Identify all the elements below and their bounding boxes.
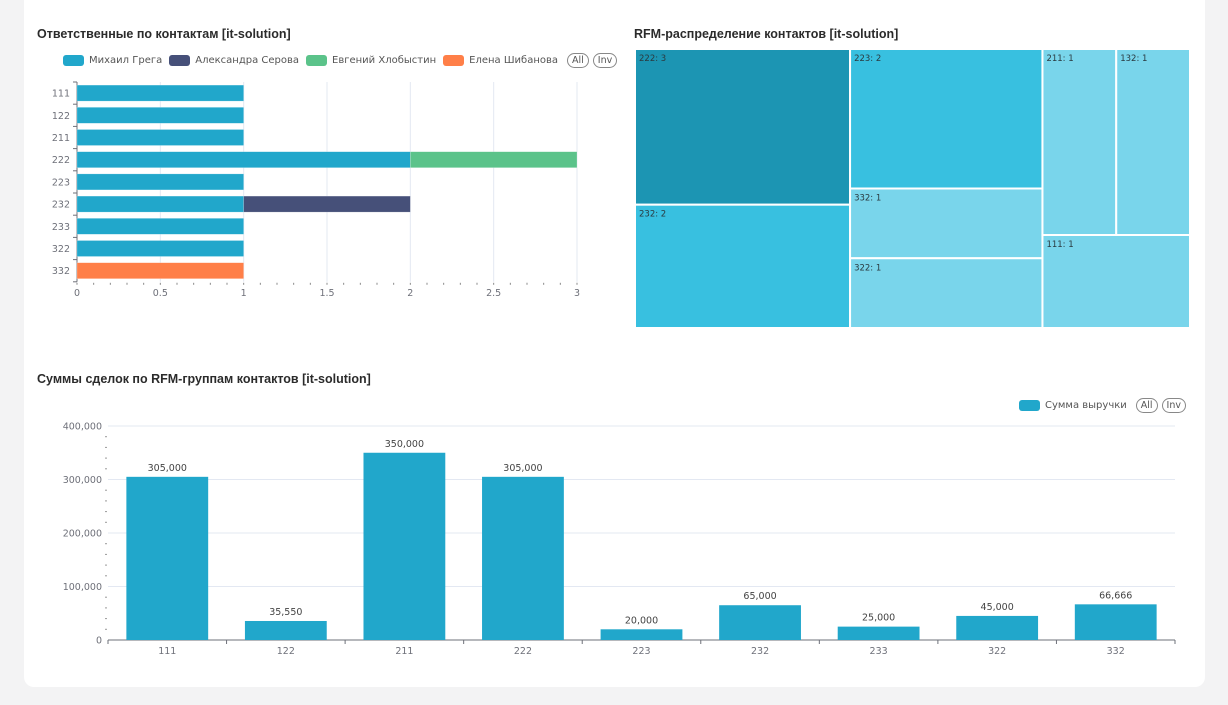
bar-segment: [76, 84, 244, 102]
bar-segment: [76, 129, 244, 146]
x-tick-label: 322: [988, 646, 1006, 657]
bar-value-label: 305,000: [148, 463, 187, 474]
responsible-chart-legend: Михаил Грега Александра Серова Евгений Хло…: [63, 53, 619, 68]
legend-inv-button[interactable]: Inv: [592, 53, 618, 68]
x-tick-label: 2.5: [486, 288, 501, 299]
bar-value-label: 35,550: [269, 607, 302, 618]
responsible-legend-item[interactable]: Михаил Грега: [63, 55, 162, 66]
y-tick-label: 122: [52, 111, 70, 122]
treemap-cell-132: [1115, 48, 1191, 236]
legend-swatch: [443, 55, 465, 66]
deal-sums-bar-chart: 0 100,000 200,000 300,000 400,000 305,000 111 3…: [63, 422, 1176, 657]
legend-all-button[interactable]: All: [1135, 398, 1158, 413]
y-tick-label: 0: [96, 636, 102, 647]
x-tick-label: 1.5: [319, 288, 334, 299]
x-tick-label: 0: [74, 288, 80, 299]
bar-segment: [76, 240, 244, 257]
bar-value-label: 25,000: [862, 613, 895, 624]
bar-332: [1074, 604, 1157, 640]
deal-sums-legend-item[interactable]: Сумма выручки: [1018, 400, 1127, 411]
bar-322: [956, 615, 1039, 640]
bar-segment: [76, 218, 244, 235]
legend-all-button[interactable]: All: [567, 53, 589, 68]
x-tick-label: 122: [277, 646, 295, 657]
treemap-cell-label: 211: 1: [1046, 54, 1073, 64]
bar-223: [600, 629, 683, 640]
x-tick-label: 222: [514, 646, 532, 657]
y-tick-label: 200,000: [63, 529, 102, 540]
bar-value-label: 65,000: [743, 591, 776, 602]
x-tick-label: 0.5: [153, 288, 168, 299]
legend-swatch: [306, 55, 328, 66]
bar-segment: [410, 151, 578, 168]
legend-swatch: [1018, 400, 1040, 411]
bar-value-label: 20,000: [625, 615, 658, 626]
treemap-cell-322: [849, 257, 1044, 329]
legend-inv-button[interactable]: Inv: [1161, 398, 1186, 413]
bar-value-label: 305,000: [503, 463, 542, 474]
bar-222: [482, 476, 564, 640]
treemap-cell-222: [634, 48, 852, 206]
x-tick-label: 111: [158, 646, 176, 657]
treemap-cell-label: 332: 1: [854, 194, 881, 204]
legend-swatch: [169, 55, 191, 66]
y-tick-label: 223: [52, 177, 70, 188]
rfm-treemap: 222: 3 232: 2 223: 2 332: 1 322: 1 211: 1 132:…: [634, 48, 1192, 330]
treemap-cell-label: 222: 3: [639, 54, 666, 64]
deal-sums-chart-legend: Сумма выручки All Inv: [1018, 398, 1188, 413]
y-tick-label: 232: [52, 200, 70, 211]
treemap-cell-label: 232: 2: [639, 210, 666, 220]
responsible-chart-title: Ответственные по контактам [it-solution]: [37, 27, 291, 41]
bar-value-label: 350,000: [385, 439, 424, 450]
bar-segment: [76, 262, 244, 279]
responsible-legend-item[interactable]: Александра Серова: [169, 55, 299, 66]
y-tick-label: 111: [52, 89, 70, 100]
legend-swatch: [63, 55, 84, 66]
bar-232: [719, 605, 801, 640]
bar-segment: [76, 107, 244, 124]
x-tick-label: 3: [574, 288, 580, 299]
y-tick-label: 400,000: [63, 422, 102, 433]
treemap-cell-111: [1041, 234, 1192, 329]
y-tick-label: 233: [52, 222, 70, 233]
x-tick-label: 211: [395, 646, 413, 657]
responsible-legend-item[interactable]: Елена Шибанова: [443, 55, 558, 66]
treemap-cell-232: [634, 203, 852, 330]
x-tick-label: 332: [1107, 646, 1125, 657]
x-tick-label: 223: [632, 646, 650, 657]
bar-122: [244, 620, 327, 640]
x-tick-label: 1: [241, 288, 247, 299]
y-tick-label: 332: [52, 266, 70, 277]
bar-value-label: 66,666: [1099, 590, 1132, 601]
responsible-bar-chart: 0 0.5 1 1.5 2 2.5 3 111 122 211 222 223 232 233 322 332: [52, 81, 580, 299]
treemap-cell-223: [849, 48, 1044, 190]
y-tick-label: 222: [52, 155, 70, 166]
y-tick-label: 100,000: [63, 582, 102, 593]
x-tick-label: 2: [407, 288, 413, 299]
bar-segment: [243, 195, 411, 213]
treemap-cell-label: 111: 1: [1046, 240, 1073, 250]
y-tick-label: 300,000: [63, 475, 102, 486]
responsible-legend-item[interactable]: Евгений Хлобыстин: [306, 55, 436, 66]
y-tick-label: 211: [52, 133, 70, 144]
bar-segment: [76, 173, 244, 191]
legend-label: Елена Шибанова: [469, 55, 559, 66]
bar-value-label: 45,000: [981, 602, 1014, 613]
rfm-treemap-title: RFM-распределение контактов [it-solution…: [634, 27, 899, 41]
bar-111: [126, 476, 209, 640]
bar-211: [363, 452, 446, 640]
x-tick-label: 233: [870, 646, 888, 657]
legend-label: Сумма выручки: [1044, 400, 1127, 411]
bar-233: [837, 626, 920, 640]
treemap-cell-label: 322: 1: [854, 263, 881, 273]
treemap-cell-label: 132: 1: [1120, 54, 1147, 64]
y-tick-label: 322: [52, 244, 70, 255]
legend-label: Михаил Грега: [89, 55, 163, 66]
treemap-cell-211: [1041, 48, 1118, 236]
legend-label: Александра Серова: [195, 55, 300, 66]
legend-label: Евгений Хлобыстин: [332, 55, 437, 66]
deal-sums-chart-title: Суммы сделок по RFM-группам контактов [i…: [37, 372, 371, 386]
treemap-cell-label: 223: 2: [854, 54, 881, 64]
x-tick-label: 232: [751, 646, 769, 657]
